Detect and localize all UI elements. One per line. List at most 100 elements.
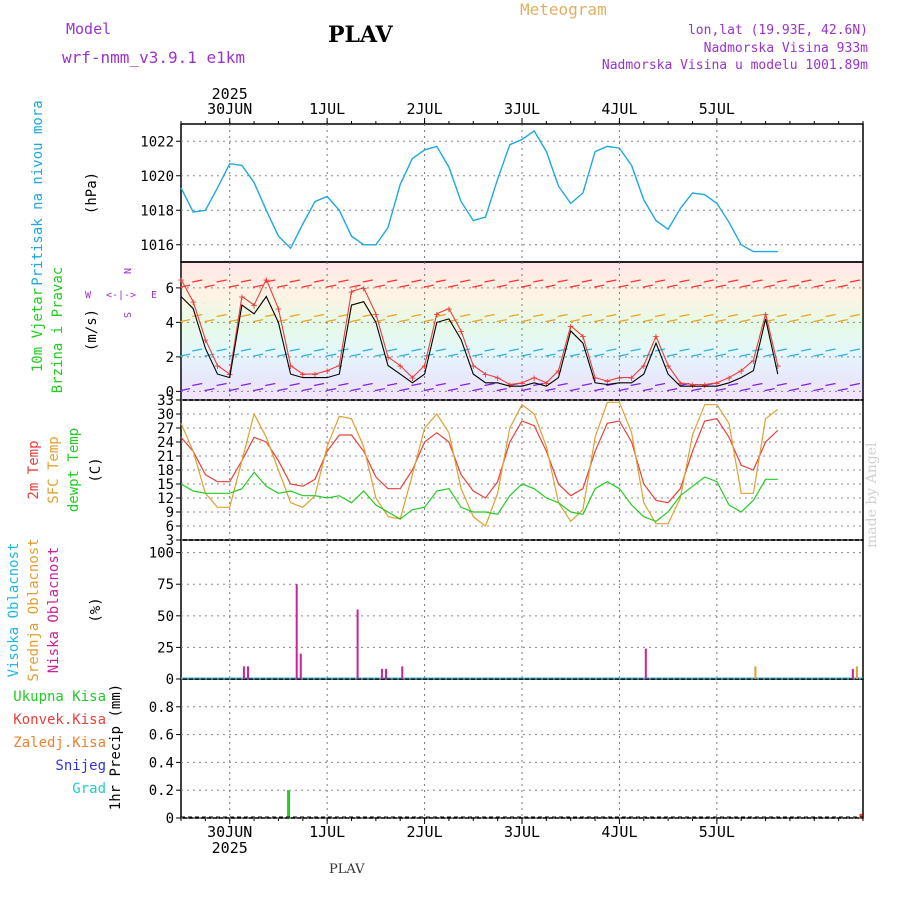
gust-marker: + [494, 372, 501, 385]
low-cloud-bar [401, 666, 404, 679]
wind-arrow [849, 279, 860, 283]
y-tick-label: 0.8 [149, 700, 174, 716]
wind-arrow [253, 353, 264, 357]
wind-arrow [411, 348, 422, 352]
wind-arrow [557, 279, 568, 283]
gust-marker: + [409, 372, 416, 385]
wind-arrow [594, 388, 605, 392]
wind-arrow [216, 382, 227, 387]
wind-arrow [630, 382, 641, 387]
wind-arrow [679, 313, 690, 318]
wind-arrow [374, 388, 386, 392]
temp-axis-title: dewpt Temp [66, 428, 82, 512]
gust-marker: + [580, 330, 587, 343]
wind-arrow [801, 348, 812, 352]
wind-arrow [192, 348, 203, 352]
cloud-unit-label: (%) [88, 597, 104, 622]
wind-arrow [703, 313, 714, 318]
wind-arrow [606, 348, 617, 352]
wind-arrow [350, 388, 361, 392]
gust-marker: + [726, 372, 733, 385]
wind-arrow [569, 284, 580, 288]
y-tick-label: 18 [157, 463, 174, 479]
y-tick-label: 0 [166, 672, 174, 688]
wind-arrow [228, 319, 239, 323]
wind-arrow [520, 353, 532, 357]
wind-arrow [788, 284, 800, 288]
wind-arrow [569, 353, 580, 357]
wind-arrow [301, 388, 312, 392]
y-tick-label: 4 [166, 315, 174, 331]
wind-arrow [801, 279, 812, 283]
wind-arrow [715, 284, 727, 288]
wind-arrow [265, 348, 276, 352]
wind-arrow [545, 284, 556, 288]
wind-arrow [460, 313, 471, 318]
dewpt-temp-line [180, 471, 778, 522]
low-cloud-bar [380, 668, 383, 679]
y-tick-label: 2 [166, 350, 174, 366]
wind-arrow [849, 348, 860, 352]
wind-arrow [350, 284, 361, 288]
temp-2m-line [180, 418, 779, 504]
wind-arrow [545, 353, 556, 357]
gust-marker: + [275, 303, 282, 316]
wind-arrow [618, 353, 629, 357]
wind-arrow [289, 279, 300, 283]
mid-cloud-bar [754, 666, 757, 679]
wind-arrow [326, 388, 337, 392]
precip-legend-label: Konvek.Kisa [13, 712, 106, 728]
y-tick-label: 0.4 [149, 755, 174, 771]
gust-marker: + [616, 372, 623, 385]
wind-arrow [606, 279, 617, 283]
bottom-day-label: 1JUL [309, 823, 345, 841]
wind-arrow [435, 382, 446, 387]
y-tick-label: 25 [157, 640, 174, 656]
wind-arrow [399, 388, 410, 392]
wind-speed-line [180, 295, 779, 387]
station-title: PLAV [328, 22, 393, 48]
cloud-axis-title: Niska Oblacnost [46, 547, 62, 673]
wind-arrow [594, 284, 605, 288]
wind-arrow [313, 348, 325, 352]
wind-arrow [667, 353, 678, 357]
wind-arrow [460, 279, 471, 283]
gust-marker: + [202, 334, 209, 347]
wind-arrow [520, 388, 532, 392]
wind-axis-title: 10m Vjetar [30, 288, 46, 372]
compass-south-label: S [121, 312, 132, 318]
compass-west-label: W [85, 290, 92, 301]
wind-arrow [788, 353, 800, 357]
wind-arrow [825, 279, 836, 283]
gust-marker: + [592, 372, 599, 385]
wind-arrow [253, 284, 264, 288]
gust-marker: + [178, 273, 185, 286]
y-tick-label: 0.6 [149, 728, 174, 744]
y-tick-label: 9 [166, 505, 174, 521]
wind-arrow [301, 353, 312, 357]
gust-marker: + [714, 377, 721, 390]
bottom-day-label: 5JUL [699, 823, 735, 841]
wind-arrow [179, 319, 191, 323]
wind-arrow [776, 348, 787, 352]
wind-arrow [533, 348, 544, 352]
wind-arrow [837, 353, 848, 357]
wind-arrow [618, 319, 629, 323]
wind-arrow [277, 284, 288, 288]
mid-cloud-bar [855, 666, 858, 679]
gust-marker: + [458, 325, 465, 338]
gust-marker: + [653, 330, 660, 343]
top-day-label: 5JUL [699, 100, 735, 118]
gust-marker: + [519, 377, 526, 390]
wind-arrow [472, 319, 483, 323]
wind-arrow [813, 284, 824, 288]
y-tick-label: 27 [157, 421, 174, 437]
wind-arrow [484, 382, 495, 387]
gust-marker: + [348, 285, 355, 298]
wind-arrow [374, 319, 386, 323]
wind-arrow [642, 388, 653, 392]
credit-watermark: made by Angel [864, 442, 880, 549]
gust-marker: + [628, 372, 635, 385]
cloud-axis-title: Srednja Oblacnost [26, 538, 42, 681]
